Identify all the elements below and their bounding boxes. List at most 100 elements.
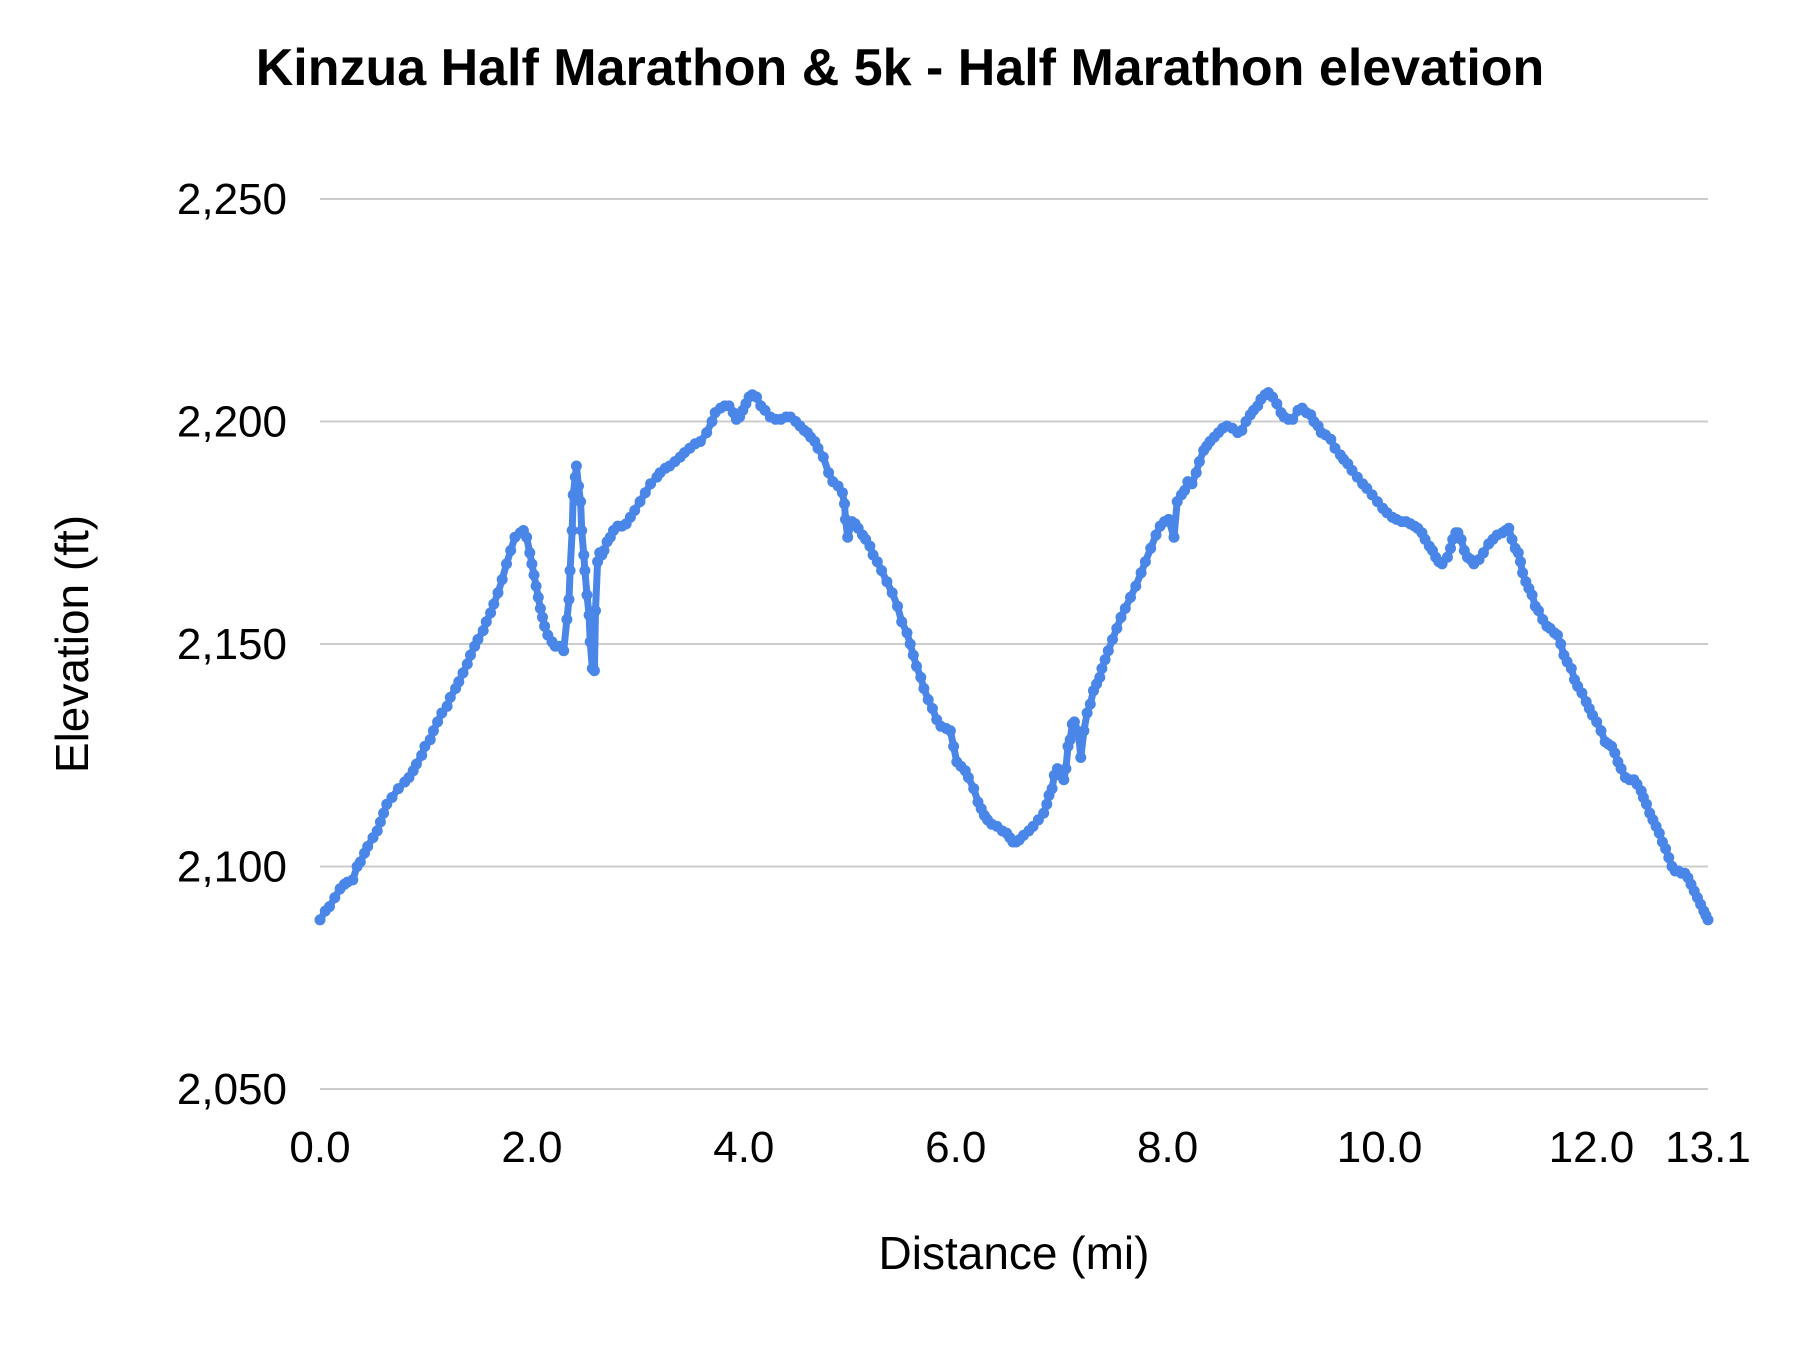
data-point-marker bbox=[432, 716, 444, 728]
data-point-marker bbox=[1591, 716, 1603, 728]
data-point-marker bbox=[864, 540, 876, 552]
data-point-marker bbox=[907, 649, 919, 661]
chart-title: Kinzua Half Marathon & 5k - Half Maratho… bbox=[255, 39, 1545, 97]
data-point-marker bbox=[521, 531, 533, 543]
data-point-marker bbox=[1096, 663, 1108, 674]
data-point-marker bbox=[876, 565, 888, 577]
data-point-marker bbox=[564, 565, 576, 577]
data-point-marker bbox=[1145, 542, 1157, 554]
x-axis-title: Distance (mi) bbox=[878, 1227, 1150, 1279]
data-point-marker bbox=[962, 772, 974, 783]
data-point-marker bbox=[634, 496, 646, 508]
data-point-marker bbox=[1186, 478, 1198, 490]
y-tick-label: 2,250 bbox=[177, 175, 287, 224]
data-point-marker bbox=[1075, 752, 1087, 763]
data-point-marker bbox=[926, 703, 938, 714]
data-point-marker bbox=[579, 565, 591, 577]
data-point-marker bbox=[1190, 467, 1202, 479]
y-tick-label: 2,150 bbox=[177, 620, 287, 669]
data-point-marker bbox=[812, 442, 824, 454]
data-point-marker bbox=[1515, 556, 1526, 568]
data-point-marker bbox=[1094, 671, 1106, 683]
data-point-marker bbox=[896, 616, 908, 628]
data-point-marker bbox=[1653, 827, 1665, 839]
data-point-marker bbox=[354, 856, 366, 868]
data-point-marker bbox=[441, 700, 453, 712]
y-axis-title: Elevation (ft) bbox=[46, 514, 98, 774]
data-point-marker bbox=[416, 749, 428, 761]
data-point-marker bbox=[524, 547, 536, 559]
data-point-marker bbox=[588, 665, 600, 677]
x-tick-label: 2.0 bbox=[501, 1123, 562, 1172]
data-point-marker bbox=[1609, 747, 1621, 759]
data-point-marker bbox=[842, 531, 854, 543]
data-point-marker bbox=[477, 625, 489, 637]
data-point-marker bbox=[944, 725, 956, 737]
data-point-marker bbox=[1552, 629, 1563, 641]
data-point-marker bbox=[1445, 542, 1456, 554]
data-point-marker bbox=[823, 467, 835, 479]
y-tick-label: 2,100 bbox=[177, 843, 287, 892]
data-point-marker bbox=[694, 436, 706, 447]
data-point-marker bbox=[1517, 567, 1529, 579]
data-point-marker bbox=[501, 558, 512, 570]
data-point-marker bbox=[1099, 654, 1111, 666]
data-point-marker bbox=[1111, 622, 1123, 634]
data-point-marker bbox=[461, 658, 473, 670]
data-point-marker bbox=[569, 471, 581, 483]
data-point-marker bbox=[371, 825, 383, 837]
data-point-marker bbox=[918, 683, 930, 694]
data-point-marker bbox=[968, 783, 980, 795]
data-point-marker bbox=[1533, 605, 1544, 617]
data-point-marker bbox=[1503, 522, 1515, 534]
x-tick-label: 4.0 bbox=[713, 1123, 774, 1172]
data-point-marker bbox=[701, 427, 713, 439]
data-point-marker bbox=[563, 594, 575, 605]
data-point-marker bbox=[534, 602, 546, 614]
data-point-marker bbox=[1576, 687, 1588, 699]
data-point-marker bbox=[1107, 634, 1118, 645]
data-point-marker bbox=[706, 416, 718, 427]
data-point-marker bbox=[427, 725, 439, 737]
data-point-marker bbox=[410, 758, 422, 770]
data-point-marker bbox=[1081, 707, 1093, 719]
data-point-marker bbox=[329, 892, 341, 904]
data-point-marker bbox=[1702, 914, 1714, 926]
data-point-marker bbox=[1193, 456, 1205, 468]
data-point-marker bbox=[496, 574, 508, 585]
data-point-marker bbox=[1150, 529, 1162, 541]
data-point-marker bbox=[526, 558, 538, 570]
data-point-marker bbox=[573, 480, 584, 492]
data-point-marker bbox=[1236, 424, 1248, 436]
data-point-marker bbox=[1064, 734, 1076, 746]
data-point-marker bbox=[1078, 725, 1090, 737]
data-point-marker bbox=[911, 660, 922, 672]
data-point-marker bbox=[576, 525, 588, 536]
data-point-marker bbox=[629, 505, 641, 516]
data-point-marker bbox=[374, 816, 386, 828]
data-point-marker bbox=[1130, 580, 1142, 592]
data-point-marker bbox=[314, 914, 326, 926]
data-point-marker bbox=[528, 569, 540, 581]
data-point-marker bbox=[751, 391, 762, 403]
data-point-marker bbox=[578, 549, 590, 561]
data-point-marker bbox=[1163, 513, 1175, 525]
x-tick-label: 10.0 bbox=[1337, 1123, 1423, 1172]
data-point-marker bbox=[1455, 533, 1467, 545]
data-point-marker bbox=[581, 589, 593, 601]
data-point-marker bbox=[1526, 589, 1538, 601]
data-point-marker bbox=[457, 667, 469, 679]
data-point-marker bbox=[639, 487, 651, 499]
data-point-marker bbox=[1595, 725, 1607, 737]
data-point-marker bbox=[1060, 763, 1072, 775]
data-point-marker bbox=[1565, 663, 1577, 674]
data-point-marker bbox=[590, 605, 601, 617]
x-tick-label: 0.0 bbox=[289, 1123, 350, 1172]
data-point-marker bbox=[480, 616, 492, 628]
data-point-marker bbox=[488, 598, 500, 610]
data-point-marker bbox=[378, 807, 390, 819]
data-point-marker bbox=[1663, 852, 1675, 864]
data-point-marker bbox=[839, 498, 850, 510]
data-point-marker bbox=[324, 901, 335, 913]
data-point-marker bbox=[1115, 611, 1127, 623]
